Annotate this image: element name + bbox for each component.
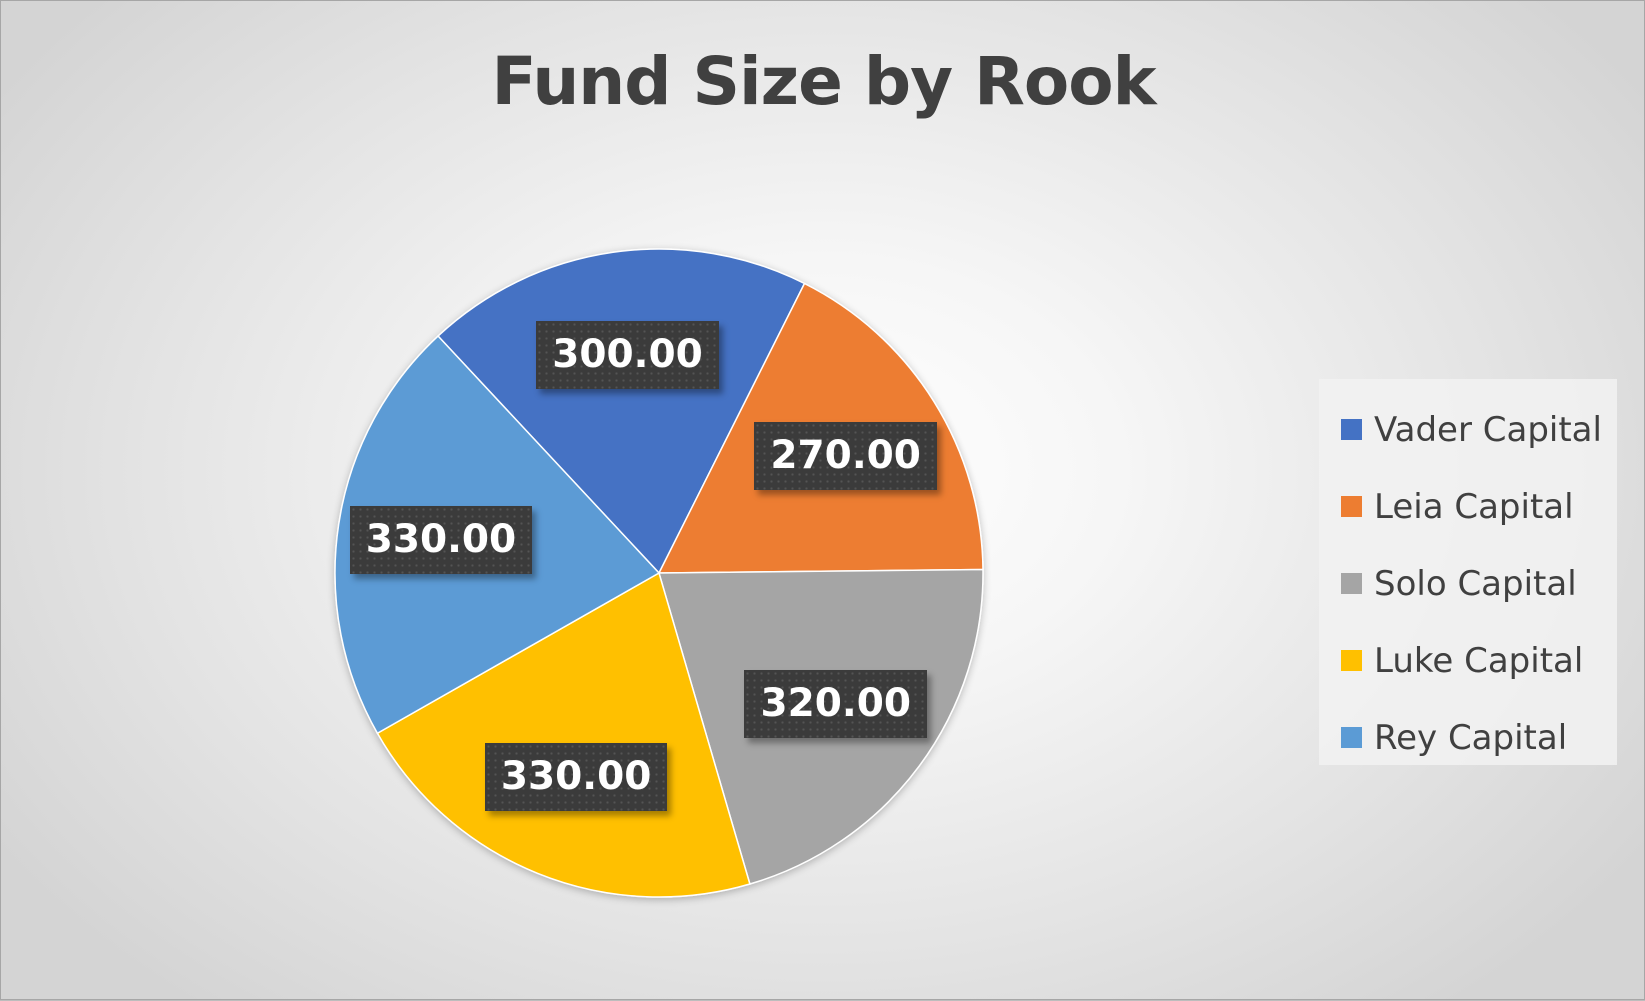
legend-label: Solo Capital	[1374, 563, 1577, 604]
data-label-vader-capital: 300.00	[536, 320, 719, 389]
legend-swatch-leia-capital	[1341, 496, 1362, 517]
legend-item-rey-capital: Rey Capital	[1319, 699, 1617, 776]
legend-label: Vader Capital	[1374, 409, 1602, 450]
legend-swatch-solo-capital	[1341, 573, 1362, 594]
legend-swatch-luke-capital	[1341, 650, 1362, 671]
legend-swatch-vader-capital	[1341, 419, 1362, 440]
data-label-luke-capital: 330.00	[484, 743, 668, 812]
legend-item-luke-capital: Luke Capital	[1319, 622, 1617, 699]
data-label-leia-capital: 270.00	[754, 422, 937, 491]
legend: Vader Capital Leia Capital Solo Capital Luk…	[1319, 379, 1617, 765]
legend-label: Leia Capital	[1374, 486, 1574, 527]
data-label-rey-capital: 330.00	[349, 505, 533, 574]
legend-item-leia-capital: Leia Capital	[1319, 468, 1617, 545]
chart-title: Fund Size by Rook	[491, 43, 1157, 120]
legend-item-solo-capital: Solo Capital	[1319, 545, 1617, 622]
legend-swatch-rey-capital	[1341, 727, 1362, 748]
legend-item-vader-capital: Vader Capital	[1319, 391, 1617, 468]
legend-label: Rey Capital	[1374, 717, 1568, 758]
legend-label: Luke Capital	[1374, 640, 1584, 681]
data-label-solo-capital: 320.00	[744, 670, 927, 739]
pie-slice-luke-capital	[376, 571, 751, 898]
